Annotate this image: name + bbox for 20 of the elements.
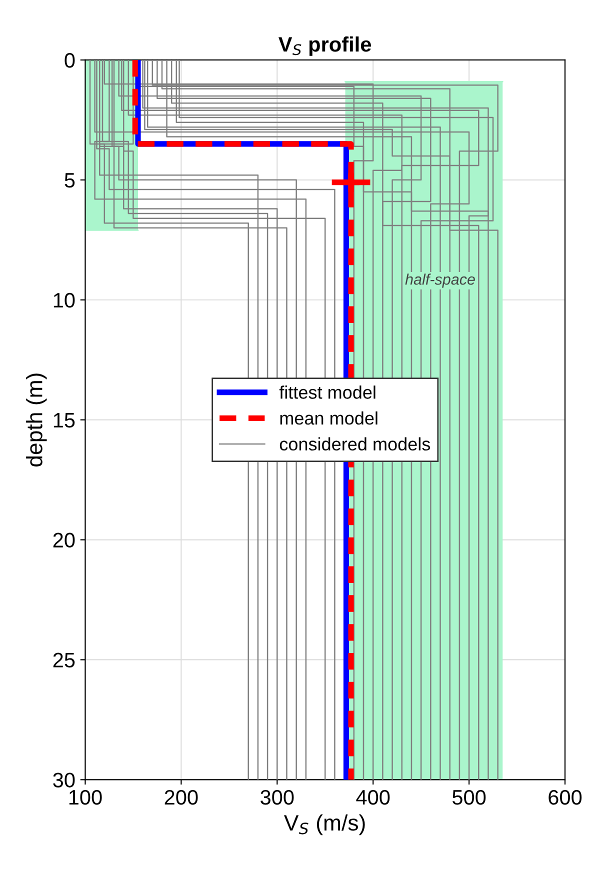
x-tick-label: 200 [164, 790, 198, 805]
annotation: half-space [405, 274, 475, 288]
y-axis-title: depth (m) [26, 374, 47, 466]
legend-label: mean model [280, 411, 378, 425]
y-tick-label: 5 [64, 173, 75, 188]
x-tick-label: 100 [69, 790, 102, 805]
x-tick-label: 600 [548, 790, 582, 805]
y-tick-label: 20 [53, 532, 75, 548]
y-tick-label: 15 [54, 413, 75, 428]
x-axis-title: V$_{S}$ (m/s) [284, 814, 365, 836]
x-tick-label: 500 [452, 790, 486, 805]
y-tick-label: 10 [54, 292, 75, 308]
legend-label: fittest model [279, 386, 376, 399]
y-tick-label: 0 [64, 52, 75, 68]
legend-label: considered models [280, 437, 430, 451]
chart-title: V$_{S}$ profile [278, 36, 372, 56]
y-tick-label: 25 [53, 652, 75, 668]
x-tick-label: 400 [356, 790, 390, 805]
x-tick-label: 300 [260, 790, 294, 805]
y-tick-label: 30 [53, 772, 75, 788]
